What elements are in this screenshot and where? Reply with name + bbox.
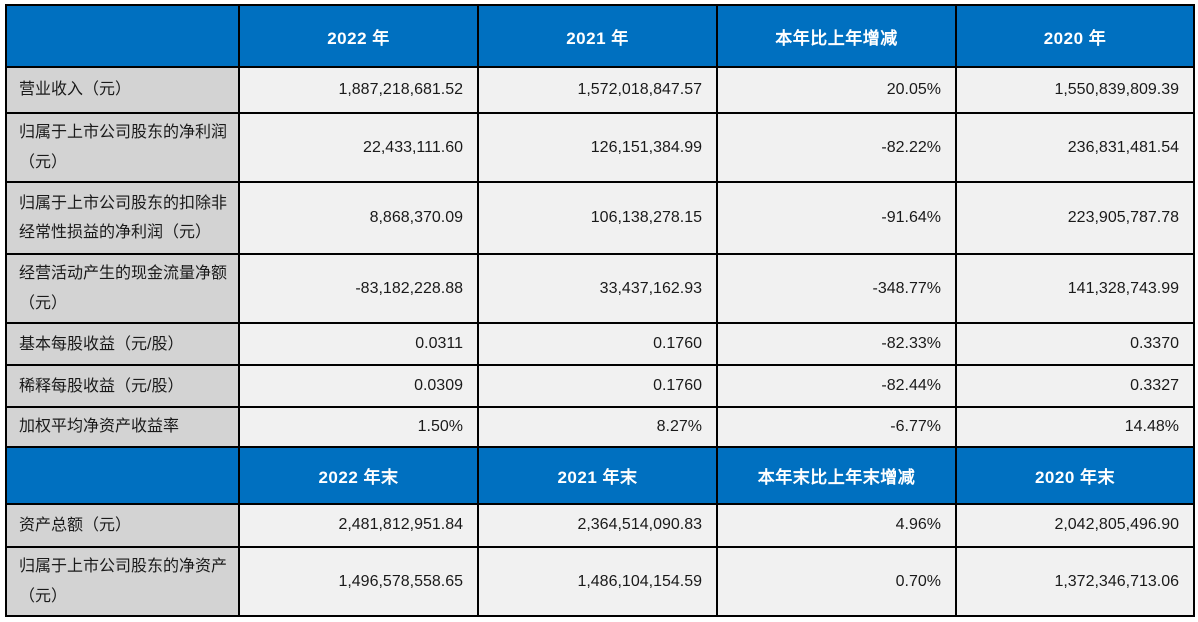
value-cell: 1,572,018,847.57 — [477, 66, 718, 114]
column-header-yoy-change: 本年比上年增减 — [716, 4, 957, 68]
column-header-2021-year-end: 2021 年末 — [477, 445, 718, 505]
value-cell: 0.3370 — [955, 322, 1195, 367]
row-label: 稀释每股收益（元/股） — [5, 364, 240, 409]
header-row-year-end: 2022 年末 2021 年末 本年末比上年末增减 2020 年末 — [5, 445, 1195, 505]
value-cell: 141,328,743.99 — [955, 253, 1195, 325]
value-cell: -82.33% — [716, 322, 957, 367]
table-row-net-assets: 归属于上市公司股东的净资产 （元） 1,496,578,558.65 1,486… — [5, 545, 1195, 618]
value-cell: 1.50% — [238, 406, 479, 448]
header-row-annual: 2022 年 2021 年 本年比上年增减 2020 年 — [5, 4, 1195, 68]
table-row-total-assets: 资产总额（元） 2,481,812,951.84 2,364,514,090.8… — [5, 502, 1195, 548]
value-cell: 8.27% — [477, 406, 718, 448]
value-cell: -348.77% — [716, 253, 957, 325]
value-cell: 33,437,162.93 — [477, 253, 718, 325]
table-row-operating-cash-flow: 经营活动产生的现金流量净额 （元） -83,182,228.88 33,437,… — [5, 253, 1195, 325]
value-cell: 2,042,805,496.90 — [955, 502, 1195, 548]
header-cell-blank — [5, 445, 240, 505]
row-label: 营业收入（元） — [5, 66, 240, 114]
value-cell: 22,433,111.60 — [238, 111, 479, 184]
value-cell: 0.3327 — [955, 364, 1195, 409]
column-header-2020: 2020 年 — [955, 4, 1195, 68]
financial-summary-table: 2022 年 2021 年 本年比上年增减 2020 年 营业收入（元） 1,8… — [5, 4, 1195, 618]
value-cell: -6.77% — [716, 406, 957, 448]
table-row-net-profit: 归属于上市公司股东的净利润 （元） 22,433,111.60 126,151,… — [5, 111, 1195, 184]
column-header-2021: 2021 年 — [477, 4, 718, 68]
value-cell: 1,372,346,713.06 — [955, 545, 1195, 618]
value-cell: 1,887,218,681.52 — [238, 66, 479, 114]
table-row-weighted-avg-roe: 加权平均净资产收益率 1.50% 8.27% -6.77% 14.48% — [5, 406, 1195, 448]
table-row-basic-eps: 基本每股收益（元/股） 0.0311 0.1760 -82.33% 0.3370 — [5, 322, 1195, 367]
row-label: 基本每股收益（元/股） — [5, 322, 240, 367]
value-cell: 20.05% — [716, 66, 957, 114]
value-cell: -82.44% — [716, 364, 957, 409]
column-header-2022: 2022 年 — [238, 4, 479, 68]
table-row-diluted-eps: 稀释每股收益（元/股） 0.0309 0.1760 -82.44% 0.3327 — [5, 364, 1195, 409]
row-label: 归属于上市公司股东的净资产 （元） — [5, 545, 240, 618]
table-row-net-profit-excl-nonrecurring: 归属于上市公司股东的扣除非 经常性损益的净利润（元） 8,868,370.09 … — [5, 181, 1195, 256]
value-cell: -82.22% — [716, 111, 957, 184]
value-cell: 126,151,384.99 — [477, 111, 718, 184]
value-cell: -91.64% — [716, 181, 957, 256]
row-label: 归属于上市公司股东的扣除非 经常性损益的净利润（元） — [5, 181, 240, 256]
value-cell: 236,831,481.54 — [955, 111, 1195, 184]
value-cell: 106,138,278.15 — [477, 181, 718, 256]
row-label: 经营活动产生的现金流量净额 （元） — [5, 253, 240, 325]
value-cell: 2,481,812,951.84 — [238, 502, 479, 548]
value-cell: 2,364,514,090.83 — [477, 502, 718, 548]
value-cell: 1,496,578,558.65 — [238, 545, 479, 618]
value-cell: 0.0309 — [238, 364, 479, 409]
value-cell: 223,905,787.78 — [955, 181, 1195, 256]
value-cell: 0.1760 — [477, 364, 718, 409]
row-label: 资产总额（元） — [5, 502, 240, 548]
value-cell: 8,868,370.09 — [238, 181, 479, 256]
row-label: 加权平均净资产收益率 — [5, 406, 240, 448]
header-cell-blank — [5, 4, 240, 68]
value-cell: 1,550,839,809.39 — [955, 66, 1195, 114]
column-header-2022-year-end: 2022 年末 — [238, 445, 479, 505]
column-header-2020-year-end: 2020 年末 — [955, 445, 1195, 505]
value-cell: 0.70% — [716, 545, 957, 618]
value-cell: -83,182,228.88 — [238, 253, 479, 325]
value-cell: 0.1760 — [477, 322, 718, 367]
row-label: 归属于上市公司股东的净利润 （元） — [5, 111, 240, 184]
value-cell: 4.96% — [716, 502, 957, 548]
table-row-revenue: 营业收入（元） 1,887,218,681.52 1,572,018,847.5… — [5, 66, 1195, 114]
value-cell: 1,486,104,154.59 — [477, 545, 718, 618]
column-header-year-end-change: 本年末比上年末增减 — [716, 445, 957, 505]
value-cell: 14.48% — [955, 406, 1195, 448]
value-cell: 0.0311 — [238, 322, 479, 367]
